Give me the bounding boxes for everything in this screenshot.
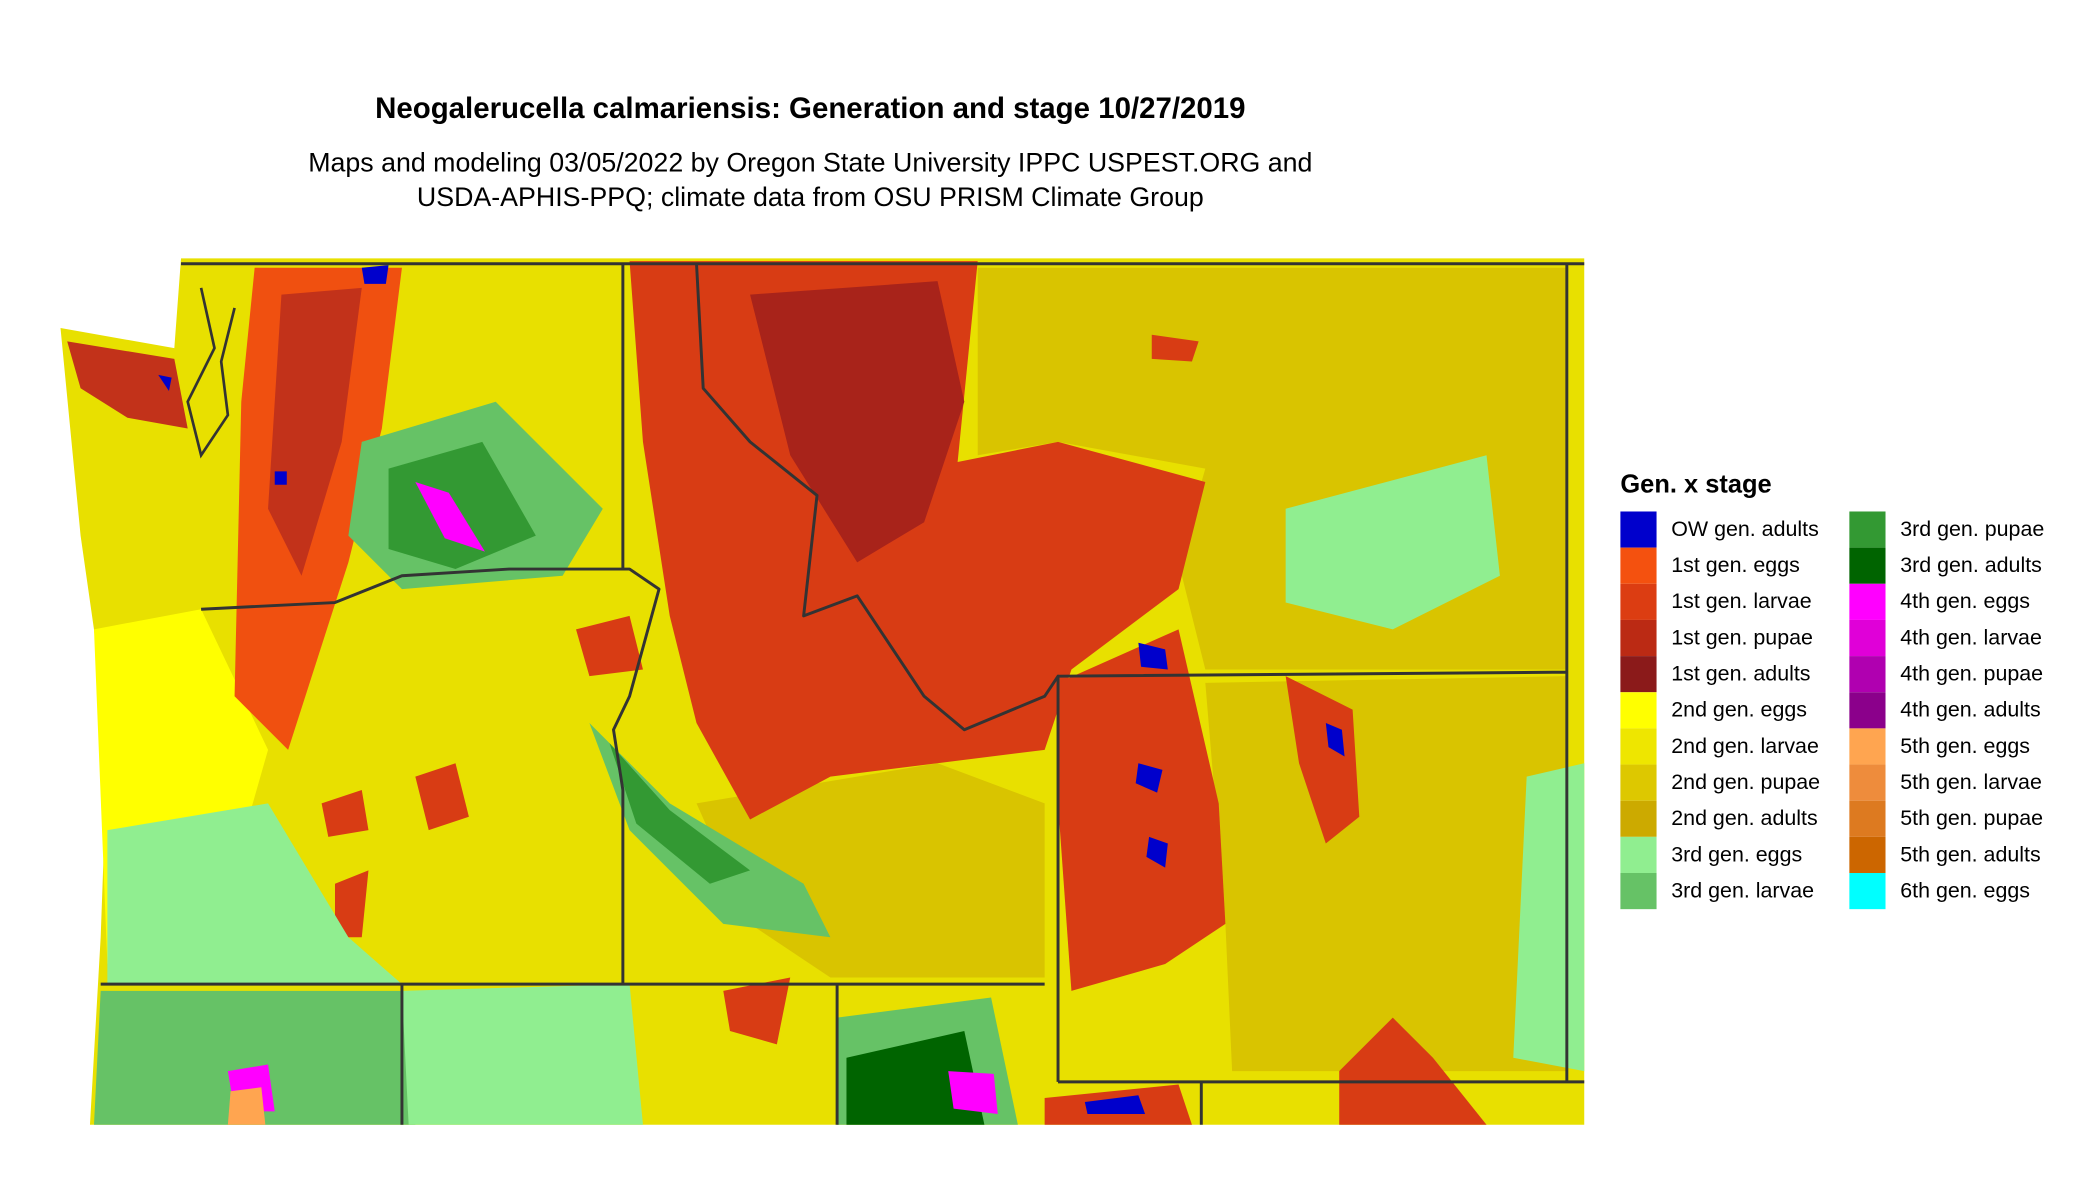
region bbox=[107, 803, 402, 985]
title: Neogalerucella calmariensis: Generation … bbox=[375, 92, 1245, 125]
legend-title: Gen. x stage bbox=[1620, 471, 1771, 499]
region bbox=[609, 743, 751, 884]
legend-swatch bbox=[1849, 511, 1886, 548]
legend-label: 2nd gen. adults bbox=[1671, 806, 1817, 830]
legend-label: 1st gen. larvae bbox=[1671, 589, 1811, 613]
legend-label: 5th gen. pupae bbox=[1900, 806, 2043, 830]
legend-swatch bbox=[1849, 583, 1886, 620]
state-border bbox=[695, 263, 1060, 1082]
legend-label: 5th gen. adults bbox=[1900, 842, 2040, 866]
region bbox=[401, 984, 643, 1125]
legend-label: 1st gen. eggs bbox=[1671, 553, 1800, 577]
region bbox=[1058, 629, 1226, 991]
legend-swatch bbox=[1620, 873, 1657, 910]
legend-swatch bbox=[1620, 583, 1657, 620]
legend-swatch bbox=[1849, 547, 1886, 584]
region bbox=[227, 1087, 266, 1125]
region bbox=[1285, 455, 1500, 630]
legend-label: 4th gen. adults bbox=[1900, 698, 2040, 722]
region bbox=[388, 441, 536, 570]
legend-swatch bbox=[1849, 764, 1886, 801]
legend-swatch bbox=[1849, 692, 1886, 729]
region bbox=[93, 990, 416, 1125]
state-border bbox=[100, 982, 1203, 1125]
region bbox=[67, 341, 188, 429]
region bbox=[589, 723, 831, 938]
legend-swatch bbox=[1620, 619, 1657, 657]
legend-swatch bbox=[1620, 800, 1657, 837]
legend-swatch bbox=[1849, 873, 1886, 910]
subtitle: USDA-APHIS-PPQ; climate data from OSU PR… bbox=[417, 182, 1204, 212]
legend-label: 5th gen. eggs bbox=[1900, 734, 2030, 758]
legend-swatch bbox=[1620, 836, 1657, 874]
subtitle: Maps and modeling 03/05/2022 by Oregon S… bbox=[308, 147, 1312, 177]
legend-swatch bbox=[1849, 728, 1886, 765]
legend-label: 4th gen. larvae bbox=[1900, 625, 2042, 649]
legend-swatch bbox=[1849, 800, 1886, 837]
region bbox=[268, 287, 362, 576]
legend-label: 3rd gen. larvae bbox=[1671, 878, 1814, 902]
coast bbox=[186, 287, 236, 459]
legend-swatch bbox=[1849, 656, 1886, 693]
legend-label: 3rd gen. eggs bbox=[1671, 842, 1802, 866]
legend-label: 2nd gen. pupae bbox=[1671, 770, 1820, 794]
legend-label: 3rd gen. pupae bbox=[1900, 517, 2044, 541]
legend-label: 2nd gen. larvae bbox=[1671, 734, 1819, 758]
legend-swatch bbox=[1620, 511, 1657, 548]
state-border bbox=[1058, 263, 1585, 1084]
legend-swatch bbox=[1849, 836, 1886, 874]
legend-label: OW gen. adults bbox=[1671, 517, 1819, 541]
legend: OW gen. adults 1st gen. eggs 1st gen. larv… bbox=[1620, 511, 2044, 910]
region bbox=[1285, 676, 1360, 844]
legend-label: 1st gen. adults bbox=[1671, 661, 1810, 685]
legend-swatch bbox=[1849, 619, 1886, 657]
legend-label: 2nd gen. eggs bbox=[1671, 698, 1807, 722]
region bbox=[415, 482, 485, 552]
state-border bbox=[201, 263, 661, 985]
legend-label: 1st gen. pupae bbox=[1671, 625, 1813, 649]
legend-label: 5th gen. larvae bbox=[1900, 770, 2042, 794]
legend-label: 4th gen. eggs bbox=[1900, 589, 2030, 613]
legend-swatch bbox=[1620, 728, 1657, 765]
region bbox=[629, 261, 1206, 820]
region bbox=[1339, 1017, 1487, 1125]
legend-label: 3rd gen. adults bbox=[1900, 553, 2042, 577]
region bbox=[1205, 676, 1567, 1072]
legend-label: 6th gen. eggs bbox=[1900, 878, 2030, 902]
legend-swatch bbox=[1620, 764, 1657, 801]
region bbox=[750, 281, 965, 563]
map bbox=[60, 258, 1585, 1125]
legend-label: 4th gen. pupae bbox=[1900, 661, 2043, 685]
region bbox=[846, 1031, 985, 1125]
legend-swatch bbox=[1620, 656, 1657, 693]
legend-swatch bbox=[1620, 692, 1657, 729]
legend-swatch bbox=[1620, 547, 1657, 584]
